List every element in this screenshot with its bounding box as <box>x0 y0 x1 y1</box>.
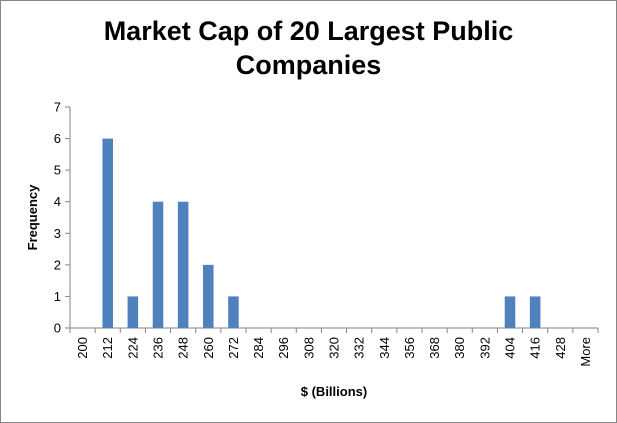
bar-404 <box>504 296 516 328</box>
axes <box>69 107 598 329</box>
bar-212 <box>102 138 113 328</box>
y-tick-label: 1 <box>54 289 61 304</box>
bar-272 <box>228 296 239 328</box>
x-tick-label: 272 <box>226 337 241 359</box>
bar-416 <box>529 296 541 328</box>
y-tick-label: 4 <box>54 194 61 209</box>
x-tick-label: 368 <box>427 337 442 359</box>
x-tick-label: More <box>578 337 593 367</box>
x-tick-label: 380 <box>452 337 467 359</box>
x-tick-label: 296 <box>276 337 291 359</box>
x-tick-label: 236 <box>151 337 166 359</box>
x-tick-label: 344 <box>377 337 392 359</box>
x-tick-label: 200 <box>75 337 90 359</box>
x-tick-label: 224 <box>125 337 140 359</box>
bar-236 <box>152 201 164 328</box>
x-tick-label: 392 <box>477 337 492 359</box>
x-tick-label: 260 <box>201 337 216 359</box>
chart-title-line-2: Companies <box>235 50 382 80</box>
x-tick-label: 416 <box>528 337 543 359</box>
y-axis-ticks: 0 1 2 3 4 5 6 7 <box>54 100 70 336</box>
y-axis-title: Frequency <box>25 184 40 251</box>
bar-260 <box>203 264 214 328</box>
bars <box>102 138 541 328</box>
x-tick-label: 212 <box>100 337 115 359</box>
x-axis-ticks: 200 212 224 236 248 260 272 284 296 308 320 332 344 3… <box>69 328 599 367</box>
bar-248 <box>177 201 189 328</box>
y-tick-label: 2 <box>54 257 61 272</box>
x-tick-label: 356 <box>402 337 417 359</box>
x-tick-label: 428 <box>553 337 568 359</box>
y-tick-label: 0 <box>54 321 61 336</box>
y-tick-label: 5 <box>54 163 61 178</box>
bar-224 <box>127 296 139 328</box>
x-tick-label: 332 <box>352 337 367 359</box>
x-axis-title: $ (Billions) <box>301 384 367 399</box>
x-tick-label: 404 <box>503 337 518 359</box>
y-tick-label: 6 <box>54 131 61 146</box>
y-tick-label: 3 <box>54 226 61 241</box>
chart-title-line-1: Market Cap of 20 Largest Public <box>103 16 514 46</box>
x-tick-label: 320 <box>327 337 342 359</box>
chart-title: Market Cap of 20 Largest Public Companie… <box>0 14 617 82</box>
y-tick-label: 7 <box>54 100 61 115</box>
x-tick-label: 284 <box>251 337 266 359</box>
x-tick-label: 248 <box>176 337 191 359</box>
x-tick-label: 308 <box>301 337 316 359</box>
